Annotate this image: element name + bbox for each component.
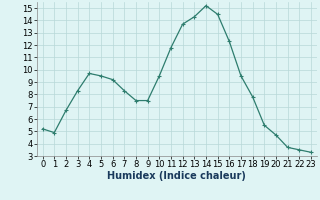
X-axis label: Humidex (Indice chaleur): Humidex (Indice chaleur): [108, 171, 246, 181]
